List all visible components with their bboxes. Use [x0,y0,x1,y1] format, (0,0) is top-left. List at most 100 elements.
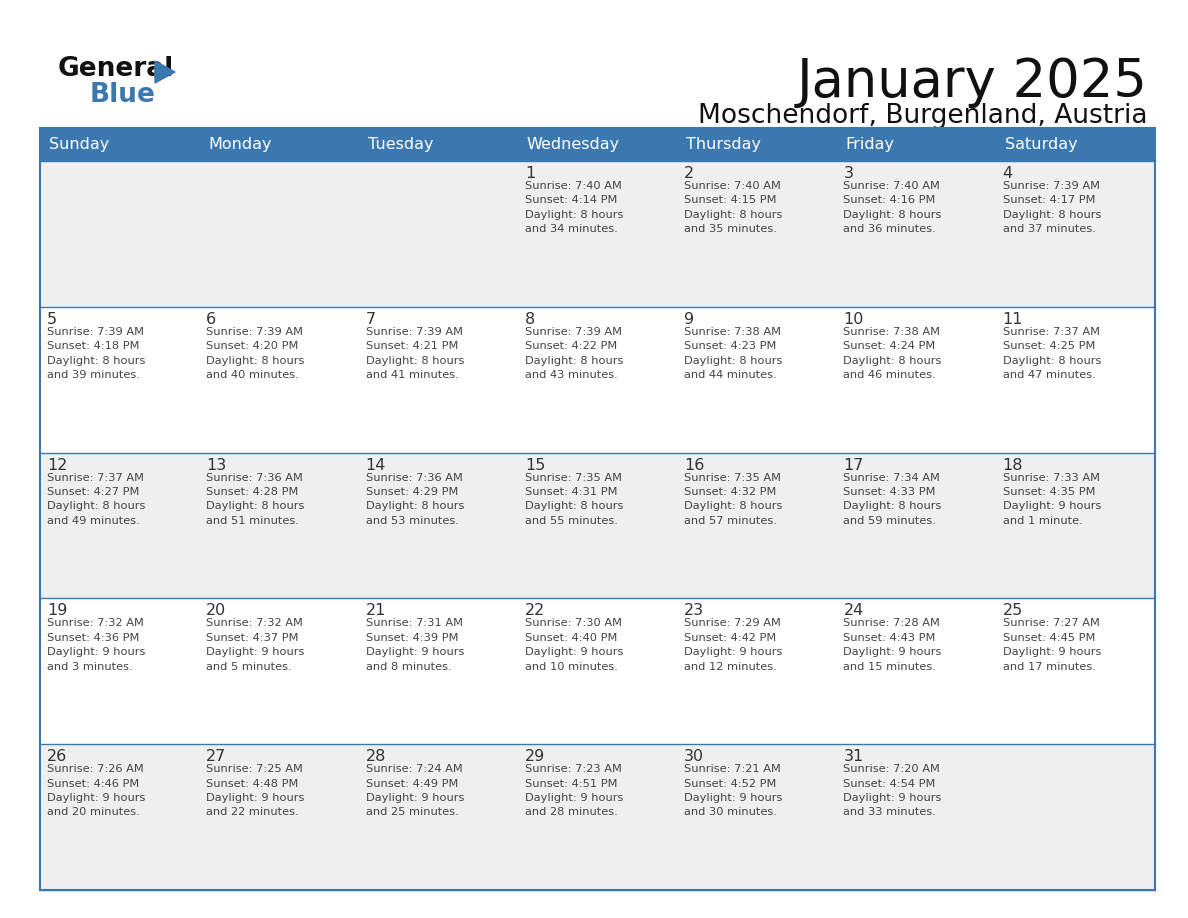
Bar [836,128,996,161]
Text: Friday: Friday [846,137,895,152]
Bar [200,161,359,307]
Bar [359,744,518,890]
Bar [518,599,677,744]
Bar [200,744,359,890]
Text: Tuesday: Tuesday [367,137,434,152]
Bar [996,128,1155,161]
Text: Sunrise: 7:36 AM
Sunset: 4:29 PM
Daylight: 8 hours
and 53 minutes.: Sunrise: 7:36 AM Sunset: 4:29 PM Dayligh… [366,473,465,526]
Text: Sunrise: 7:30 AM
Sunset: 4:40 PM
Daylight: 9 hours
and 10 minutes.: Sunrise: 7:30 AM Sunset: 4:40 PM Dayligh… [525,619,624,672]
Text: 9: 9 [684,312,694,327]
Text: Monday: Monday [208,137,272,152]
Text: 16: 16 [684,457,704,473]
Text: 14: 14 [366,457,386,473]
Text: 19: 19 [48,603,68,619]
Text: 22: 22 [525,603,545,619]
Bar [677,161,836,307]
Text: 8: 8 [525,312,535,327]
Text: Sunrise: 7:38 AM
Sunset: 4:23 PM
Daylight: 8 hours
and 44 minutes.: Sunrise: 7:38 AM Sunset: 4:23 PM Dayligh… [684,327,783,380]
Bar [200,128,359,161]
Text: January 2025: January 2025 [797,56,1148,108]
Bar [836,161,996,307]
Bar [996,307,1155,453]
Text: Blue: Blue [90,82,156,108]
Text: Sunrise: 7:40 AM
Sunset: 4:15 PM
Daylight: 8 hours
and 35 minutes.: Sunrise: 7:40 AM Sunset: 4:15 PM Dayligh… [684,181,783,234]
Text: Sunrise: 7:39 AM
Sunset: 4:22 PM
Daylight: 8 hours
and 43 minutes.: Sunrise: 7:39 AM Sunset: 4:22 PM Dayligh… [525,327,624,380]
Bar [836,744,996,890]
Text: Sunrise: 7:39 AM
Sunset: 4:21 PM
Daylight: 8 hours
and 41 minutes.: Sunrise: 7:39 AM Sunset: 4:21 PM Dayligh… [366,327,465,380]
Text: Sunrise: 7:35 AM
Sunset: 4:31 PM
Daylight: 8 hours
and 55 minutes.: Sunrise: 7:35 AM Sunset: 4:31 PM Dayligh… [525,473,624,526]
Text: Wednesday: Wednesday [526,137,620,152]
Text: General: General [58,56,175,82]
Bar [996,161,1155,307]
Text: Sunrise: 7:37 AM
Sunset: 4:25 PM
Daylight: 8 hours
and 47 minutes.: Sunrise: 7:37 AM Sunset: 4:25 PM Dayligh… [1003,327,1101,380]
Bar [40,453,200,599]
Bar [359,161,518,307]
Text: Sunrise: 7:25 AM
Sunset: 4:48 PM
Daylight: 9 hours
and 22 minutes.: Sunrise: 7:25 AM Sunset: 4:48 PM Dayligh… [207,764,304,817]
Text: 31: 31 [843,749,864,764]
Bar [836,307,996,453]
Text: Moschendorf, Burgenland, Austria: Moschendorf, Burgenland, Austria [699,103,1148,129]
Text: 29: 29 [525,749,545,764]
Text: Sunrise: 7:35 AM
Sunset: 4:32 PM
Daylight: 8 hours
and 57 minutes.: Sunrise: 7:35 AM Sunset: 4:32 PM Dayligh… [684,473,783,526]
Text: 20: 20 [207,603,227,619]
Bar [996,599,1155,744]
Text: Sunrise: 7:28 AM
Sunset: 4:43 PM
Daylight: 9 hours
and 15 minutes.: Sunrise: 7:28 AM Sunset: 4:43 PM Dayligh… [843,619,942,672]
Bar [677,453,836,599]
Bar [677,744,836,890]
Bar [359,128,518,161]
Text: 27: 27 [207,749,227,764]
Text: Sunrise: 7:37 AM
Sunset: 4:27 PM
Daylight: 8 hours
and 49 minutes.: Sunrise: 7:37 AM Sunset: 4:27 PM Dayligh… [48,473,145,526]
Text: 18: 18 [1003,457,1023,473]
Bar [518,161,677,307]
Text: Sunrise: 7:23 AM
Sunset: 4:51 PM
Daylight: 9 hours
and 28 minutes.: Sunrise: 7:23 AM Sunset: 4:51 PM Dayligh… [525,764,624,817]
Text: 24: 24 [843,603,864,619]
Bar [518,128,677,161]
Text: Thursday: Thursday [687,137,762,152]
Text: Sunrise: 7:40 AM
Sunset: 4:16 PM
Daylight: 8 hours
and 36 minutes.: Sunrise: 7:40 AM Sunset: 4:16 PM Dayligh… [843,181,942,234]
Text: 4: 4 [1003,166,1013,181]
Bar [518,744,677,890]
Text: Sunday: Sunday [49,137,109,152]
Text: 3: 3 [843,166,853,181]
Bar [518,453,677,599]
Bar [200,307,359,453]
Text: 26: 26 [48,749,68,764]
Bar [836,453,996,599]
Text: Sunrise: 7:32 AM
Sunset: 4:37 PM
Daylight: 9 hours
and 5 minutes.: Sunrise: 7:32 AM Sunset: 4:37 PM Dayligh… [207,619,304,672]
Text: 6: 6 [207,312,216,327]
Text: 21: 21 [366,603,386,619]
Text: Sunrise: 7:29 AM
Sunset: 4:42 PM
Daylight: 9 hours
and 12 minutes.: Sunrise: 7:29 AM Sunset: 4:42 PM Dayligh… [684,619,783,672]
Bar [677,599,836,744]
Bar [996,453,1155,599]
Text: 28: 28 [366,749,386,764]
Bar [200,599,359,744]
Text: 23: 23 [684,603,704,619]
Text: Sunrise: 7:39 AM
Sunset: 4:20 PM
Daylight: 8 hours
and 40 minutes.: Sunrise: 7:39 AM Sunset: 4:20 PM Dayligh… [207,327,304,380]
Text: 13: 13 [207,457,227,473]
Text: Sunrise: 7:24 AM
Sunset: 4:49 PM
Daylight: 9 hours
and 25 minutes.: Sunrise: 7:24 AM Sunset: 4:49 PM Dayligh… [366,764,465,817]
Bar [40,128,200,161]
Bar [40,161,200,307]
Bar [836,599,996,744]
Text: Sunrise: 7:39 AM
Sunset: 4:18 PM
Daylight: 8 hours
and 39 minutes.: Sunrise: 7:39 AM Sunset: 4:18 PM Dayligh… [48,327,145,380]
Text: Saturday: Saturday [1005,137,1078,152]
Polygon shape [154,61,175,83]
Text: 30: 30 [684,749,704,764]
Bar [40,307,200,453]
Text: 5: 5 [48,312,57,327]
Text: 12: 12 [48,457,68,473]
Bar [200,453,359,599]
Bar [677,307,836,453]
Bar [40,599,200,744]
Text: 25: 25 [1003,603,1023,619]
Text: Sunrise: 7:31 AM
Sunset: 4:39 PM
Daylight: 9 hours
and 8 minutes.: Sunrise: 7:31 AM Sunset: 4:39 PM Dayligh… [366,619,465,672]
Text: 11: 11 [1003,312,1023,327]
Bar [996,744,1155,890]
Text: Sunrise: 7:34 AM
Sunset: 4:33 PM
Daylight: 8 hours
and 59 minutes.: Sunrise: 7:34 AM Sunset: 4:33 PM Dayligh… [843,473,942,526]
Text: Sunrise: 7:27 AM
Sunset: 4:45 PM
Daylight: 9 hours
and 17 minutes.: Sunrise: 7:27 AM Sunset: 4:45 PM Dayligh… [1003,619,1101,672]
Text: Sunrise: 7:26 AM
Sunset: 4:46 PM
Daylight: 9 hours
and 20 minutes.: Sunrise: 7:26 AM Sunset: 4:46 PM Dayligh… [48,764,145,817]
Bar [359,453,518,599]
Text: 1: 1 [525,166,535,181]
Text: Sunrise: 7:33 AM
Sunset: 4:35 PM
Daylight: 9 hours
and 1 minute.: Sunrise: 7:33 AM Sunset: 4:35 PM Dayligh… [1003,473,1101,526]
Text: 17: 17 [843,457,864,473]
